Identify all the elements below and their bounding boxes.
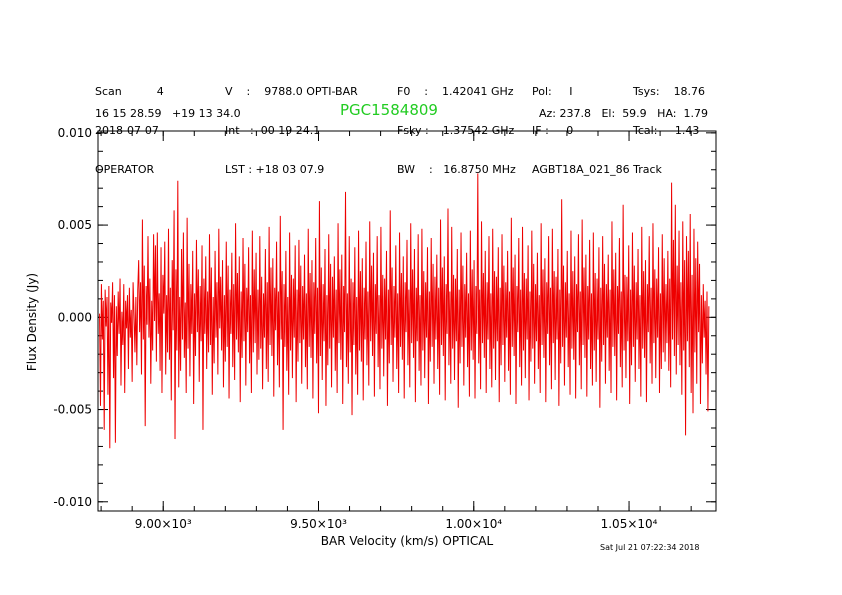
f0-label: F0 : 1.42041 GHz xyxy=(397,85,514,98)
lst-label: LST : +18 03 07.9 xyxy=(225,163,325,176)
scan-label: Scan 4 xyxy=(95,85,164,98)
series-group xyxy=(99,173,710,449)
x-tick-label: 1.00×10⁴ xyxy=(445,517,502,531)
tsys-label: Tsys: 18.76 xyxy=(633,85,706,98)
azel-label: Az: 237.8 El: 59.9 HA: 1.79 xyxy=(539,107,708,120)
operator-label: OPERATOR xyxy=(95,163,155,176)
spectrum-line-series xyxy=(99,173,710,449)
y-tick-label: -0.005 xyxy=(53,403,92,417)
axis-ticks: 9.00×10³ 9.50×10³ 1.00×10⁴ 1.05×10⁴ 0.010 0.0… xyxy=(53,126,716,531)
x-tick-label: 9.50×10³ xyxy=(290,517,347,531)
x-tick-label: 1.05×10⁴ xyxy=(601,517,658,531)
velocity-label: V : 9788.0 OPTI-BAR xyxy=(225,85,358,98)
header-col5: Tsys: 18.76 Tcal: 1.43 xyxy=(633,59,705,150)
y-tick-label: 0.005 xyxy=(58,218,92,232)
pol-label: Pol: I xyxy=(532,85,573,98)
y-tick-label: 0.000 xyxy=(58,310,92,324)
chart-title: PGC1584809 xyxy=(340,101,438,119)
x-tick-label: 9.00×10³ xyxy=(135,517,192,531)
timestamp-label: Sat Jul 21 07:22:34 2018 xyxy=(600,543,700,552)
bw-label: BW : 16.8750 MHz xyxy=(397,163,516,176)
y-axis-label: Flux Density (Jy) xyxy=(25,273,39,371)
y-tick-label: 0.010 xyxy=(58,126,92,140)
plot-frame xyxy=(97,130,717,512)
project-label: AGBT18A_021_86 Track xyxy=(532,163,662,176)
header-col4: Pol: I IF : 0 AGBT18A_021_86 Track xyxy=(532,59,662,189)
y-tick-label: -0.010 xyxy=(53,495,92,509)
coords-label: 16 15 28.59 +19 13 34.0 xyxy=(95,107,241,120)
x-axis-label: BAR Velocity (km/s) OPTICAL xyxy=(321,534,494,548)
